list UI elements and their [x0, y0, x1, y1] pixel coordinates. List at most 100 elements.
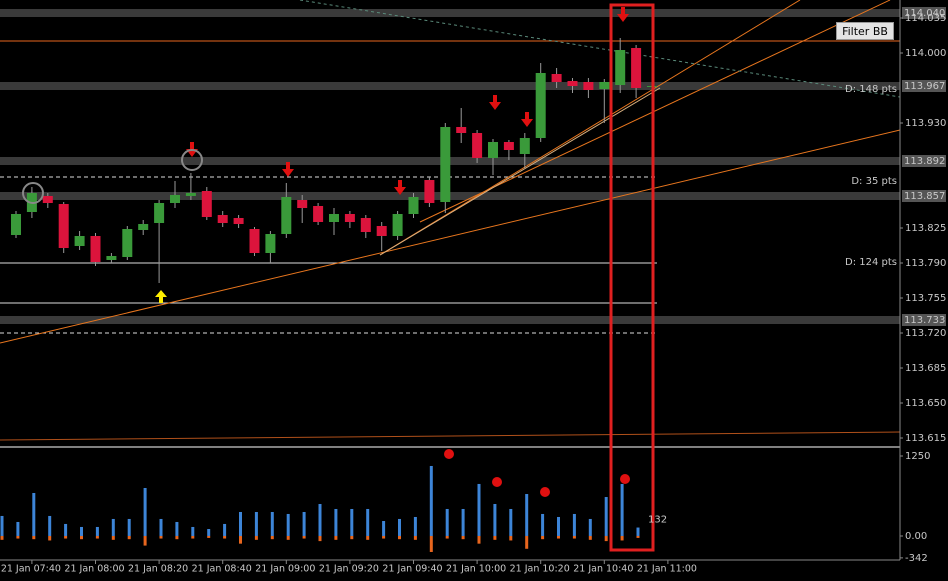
volume-bar	[334, 508, 338, 536]
volume-bar	[191, 535, 195, 539]
candle-body	[360, 218, 371, 232]
candle-body	[138, 224, 149, 230]
volume-bar	[48, 515, 52, 536]
volume-bar	[572, 535, 576, 539]
volume-bar	[382, 535, 386, 539]
candle-body	[488, 142, 498, 158]
price-label-bg	[902, 80, 946, 92]
volume-bar	[477, 483, 481, 536]
current-value-label: 132	[648, 515, 667, 526]
volume-bar	[493, 503, 497, 536]
candle-body	[631, 48, 642, 88]
volume-bar	[175, 535, 179, 540]
candle-body	[58, 204, 69, 248]
volume-bar	[111, 518, 115, 536]
volume-bar	[382, 521, 386, 536]
volume-bar	[398, 535, 401, 540]
y-tick-label: 113.720	[905, 328, 946, 339]
volume-bar	[64, 523, 68, 536]
volume-bar	[143, 487, 147, 536]
volume-bar	[477, 535, 481, 544]
price-band	[0, 9, 900, 17]
candle-body	[599, 82, 610, 89]
volume-bar	[541, 535, 545, 540]
volume-bar	[572, 513, 576, 536]
candle-body	[456, 127, 467, 133]
distance-label: D: 35 pts	[851, 176, 897, 187]
price-label: 113.857	[904, 191, 945, 202]
volume-bar	[223, 535, 227, 539]
volume-bar	[588, 535, 592, 540]
volume-bar	[159, 535, 163, 539]
volume-bar	[207, 529, 211, 536]
y-tick-label: 113.825	[905, 223, 946, 234]
volume-bar	[557, 535, 560, 539]
candle-body	[440, 127, 451, 202]
price-label-bg	[902, 7, 946, 19]
volume-bar	[350, 508, 354, 536]
volume-bar	[588, 518, 592, 536]
candle-body	[567, 81, 578, 86]
x-tick-label: 21 Jan 09:20	[319, 564, 379, 575]
x-tick-label: 21 Jan 10:40	[573, 564, 633, 575]
volume-bar	[239, 511, 242, 536]
volume-bar	[95, 535, 99, 539]
volume-bar	[254, 535, 258, 540]
volume-bar	[16, 535, 20, 539]
candle-body	[233, 218, 244, 224]
candle-body	[74, 236, 85, 246]
volume-bar	[95, 526, 99, 536]
volume-bar	[350, 535, 354, 540]
candle-body	[90, 236, 101, 262]
distance-label: D: 124 pts	[845, 257, 897, 268]
y-tick-label: 113.650	[905, 398, 946, 409]
volume-bar	[429, 465, 433, 536]
volume-bar	[541, 513, 545, 536]
y-tick-label: 0.00	[905, 531, 927, 542]
x-tick-label: 21 Jan 08:40	[192, 564, 252, 575]
volume-bar	[557, 516, 560, 536]
candle-body	[265, 234, 276, 253]
price-label-bg	[902, 314, 946, 326]
x-tick-label: 21 Jan 08:20	[128, 564, 188, 575]
y-tick-label: 113.790	[905, 258, 946, 269]
candle-body	[519, 138, 530, 154]
x-tick-label: 21 Jan 09:00	[255, 564, 315, 575]
volume-bar	[604, 497, 608, 536]
candle-body	[154, 203, 165, 223]
volume-bar	[509, 508, 513, 536]
candle-body	[281, 197, 292, 234]
x-tick-label: 21 Jan 08:00	[64, 564, 124, 575]
candle-body	[170, 195, 180, 203]
volume-bar	[366, 535, 370, 540]
x-tick-label: 21 Jan 10:20	[510, 564, 570, 575]
volume-bar	[461, 535, 465, 540]
volume-bar	[636, 527, 640, 536]
volume-bar	[270, 511, 274, 536]
volume-bar	[191, 526, 195, 536]
distance-label: D: 148 pts	[845, 84, 897, 95]
volume-bar	[143, 535, 147, 546]
candle-body	[583, 82, 594, 90]
volume-bar	[493, 535, 497, 540]
filter-button[interactable]: Filter BB	[836, 22, 894, 40]
volume-bar	[80, 535, 83, 540]
volume-bar	[461, 508, 465, 536]
y-tick-label: 114.000	[905, 48, 946, 59]
volume-bar	[254, 511, 258, 536]
volume-bar	[445, 535, 449, 539]
price-band	[0, 316, 900, 324]
volume-bar	[175, 521, 179, 536]
volume-bar	[509, 535, 513, 541]
volume-bar	[398, 518, 401, 536]
volume-bar	[32, 492, 36, 536]
volume-bar	[620, 483, 624, 536]
price-label: 113.967	[904, 81, 945, 92]
price-label-bg	[902, 190, 946, 202]
candle-body	[313, 206, 324, 222]
volume-bar	[302, 511, 306, 536]
volume-bar	[286, 535, 290, 540]
candle-body	[615, 50, 626, 85]
